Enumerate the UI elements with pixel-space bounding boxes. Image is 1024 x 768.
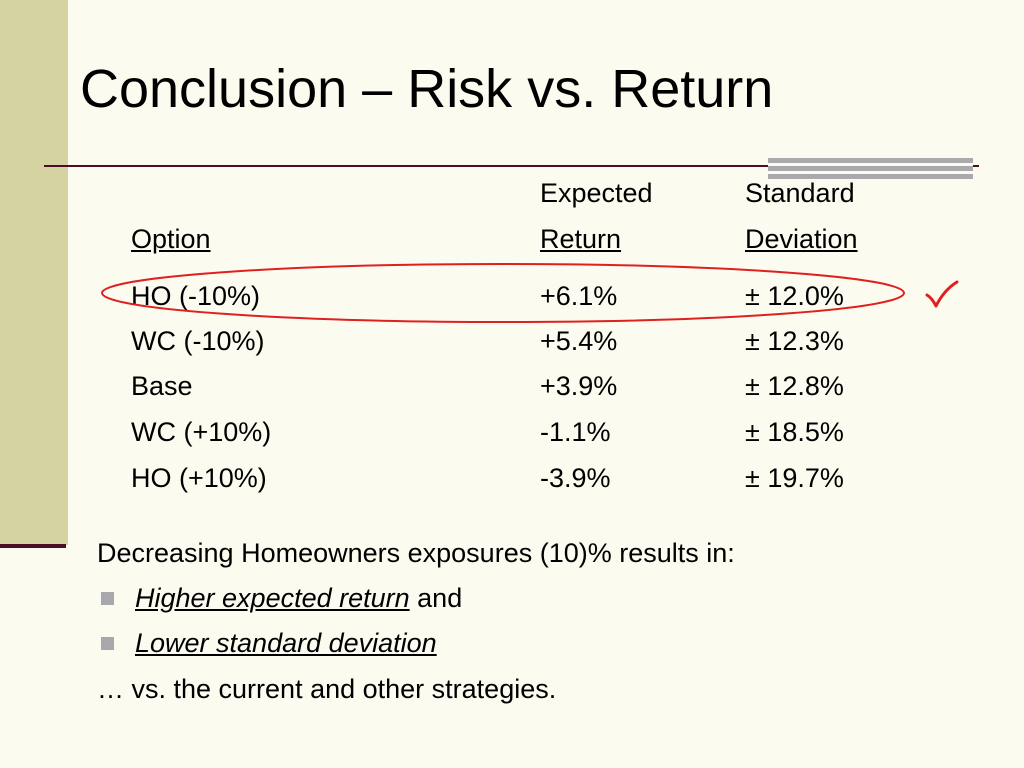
table-row-std-dev: ± 12.3% [745, 326, 844, 356]
table-row-expected-return: -1.1% [540, 417, 611, 447]
table-row-std-dev: ± 12.0% [745, 281, 844, 311]
table-row-option: HO (-10%) [131, 281, 261, 311]
table-row-std-dev: ± 12.8% [745, 371, 844, 401]
bullet-emphasis: Lower standard deviation [135, 628, 437, 658]
bullet-square-icon [101, 637, 114, 650]
conclusion-closing: … vs. the current and other strategies. [97, 674, 557, 704]
side-decor-bar [0, 0, 68, 545]
header-expected-line2: Return [540, 224, 622, 254]
bullet-item: Higher expected return and [135, 585, 462, 612]
table-row-option: WC (+10%) [131, 417, 272, 447]
checkmark-icon [925, 280, 959, 308]
header-stddev-line1: Standard [745, 178, 855, 208]
bullet-square-icon [101, 592, 114, 605]
header-expected-line1: Expected [540, 178, 653, 208]
header-option: Option [131, 224, 211, 254]
table-row-expected-return: +5.4% [540, 326, 618, 356]
table-row-option: HO (+10%) [131, 463, 267, 493]
table-row-std-dev: ± 19.7% [745, 463, 844, 493]
slide-title: Conclusion – Risk vs. Return [80, 59, 774, 119]
table-row-expected-return: +3.9% [540, 371, 618, 401]
bullet-emphasis: Higher expected return [135, 583, 410, 613]
table-row-option: WC (-10%) [131, 326, 265, 356]
table-row-option: Base [131, 371, 193, 401]
title-divider [44, 165, 979, 167]
table-row-expected-return: +6.1% [540, 281, 618, 311]
conclusion-intro: Decreasing Homeowners exposures (10)% re… [97, 538, 735, 568]
decor-striped-block [768, 158, 973, 180]
bullet-item: Lower standard deviation [135, 630, 437, 657]
side-accent-line [0, 544, 66, 548]
table-row-expected-return: -3.9% [540, 463, 611, 493]
table-row-std-dev: ± 18.5% [745, 417, 844, 447]
header-stddev-line2: Deviation [745, 224, 858, 254]
bullet-rest: and [409, 583, 463, 613]
